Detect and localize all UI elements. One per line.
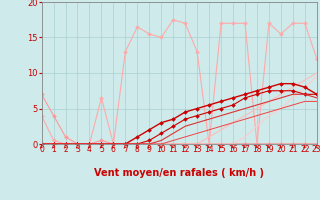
X-axis label: Vent moyen/en rafales ( km/h ): Vent moyen/en rafales ( km/h ) bbox=[94, 168, 264, 178]
